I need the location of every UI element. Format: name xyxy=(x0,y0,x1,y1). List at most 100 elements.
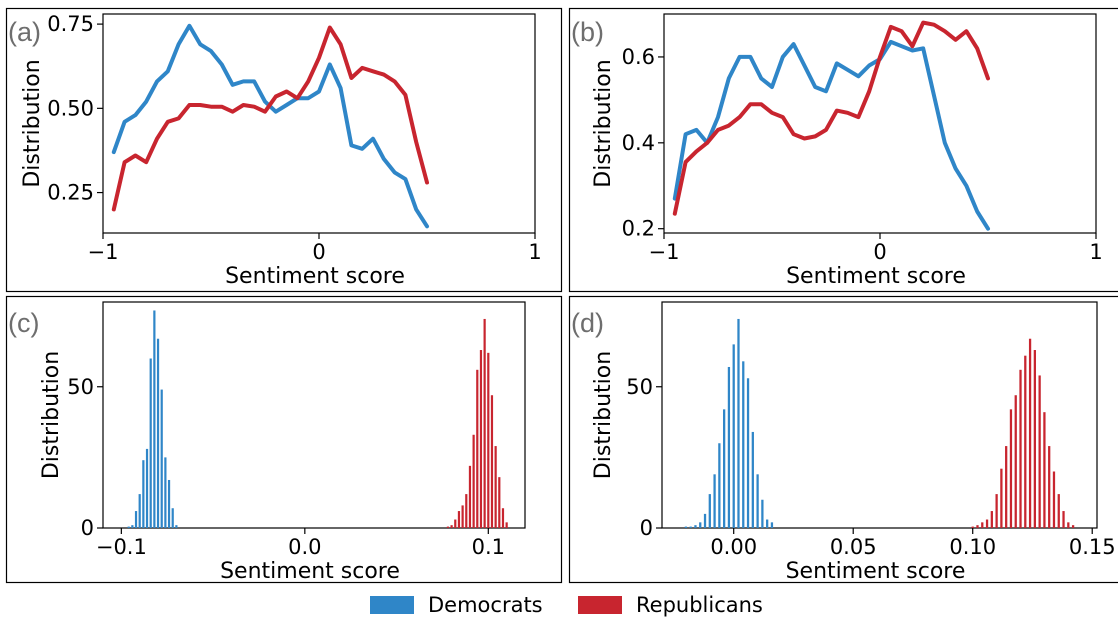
bar-democrats xyxy=(723,409,726,528)
bar-democrats xyxy=(138,494,141,528)
bar-republicans xyxy=(971,526,974,528)
legend-swatch-democrats xyxy=(370,596,414,614)
bar-republicans xyxy=(1052,471,1056,528)
bar-republicans xyxy=(487,352,490,528)
x-tick-label: 1 xyxy=(528,240,541,264)
bar-republicans xyxy=(1057,494,1060,528)
bar-republicans xyxy=(1014,395,1017,528)
bar-republicans xyxy=(476,369,479,528)
bar-republicans xyxy=(985,519,989,528)
y-tick-label: 50 xyxy=(67,375,94,399)
bar-democrats xyxy=(160,389,163,528)
bar-democrats xyxy=(742,361,745,528)
panel-tag: (b) xyxy=(571,17,604,47)
y-axis-label: Distribution xyxy=(20,59,45,187)
panel-border xyxy=(5,7,563,293)
bar-democrats xyxy=(746,378,750,528)
panel-tag: (c) xyxy=(8,308,39,338)
bar-republicans xyxy=(501,508,505,528)
bar-republicans xyxy=(995,494,998,528)
panel-d: 0.00 0.05 0.10 0.15 0 50 Sentiment score Distri… xyxy=(568,295,1118,584)
y-tick-label: 0.4 xyxy=(622,131,655,155)
y-axis-label: Distribution xyxy=(591,351,616,479)
bar-democrats xyxy=(156,338,160,528)
bar-republicans xyxy=(446,526,450,528)
bar-democrats xyxy=(131,525,134,528)
bar-republicans xyxy=(468,465,472,528)
bar-republicans xyxy=(505,522,508,528)
x-tick-label: 0.00 xyxy=(710,535,757,559)
bar-republicans xyxy=(498,477,501,528)
x-axis-label: Sentiment score xyxy=(786,559,966,584)
bar-democrats xyxy=(127,526,130,528)
bar-democrats xyxy=(718,443,721,528)
bar-democrats xyxy=(761,499,764,528)
bar-republicans xyxy=(1071,525,1075,528)
bar-republicans xyxy=(1005,446,1008,528)
bar-republicans xyxy=(450,525,453,528)
y-tick-label: 0 xyxy=(81,516,94,540)
x-axis-label: Sentiment score xyxy=(225,264,405,289)
bar-republicans xyxy=(1067,522,1070,528)
bar-republicans xyxy=(465,494,468,528)
x-tick-label: 1 xyxy=(1089,240,1102,264)
bar-democrats xyxy=(699,522,702,528)
bar-democrats xyxy=(770,522,774,528)
series-line-republicans xyxy=(111,25,429,212)
figure-canvas: −1 0 1 0.25 0.50 0.75 Sentiment score Distribut… xyxy=(5,7,1118,584)
x-tick-label: 0 xyxy=(312,240,325,264)
panel-a: −1 0 1 0.25 0.50 0.75 Sentiment score Distribut… xyxy=(5,7,563,293)
x-tick-label: −0.1 xyxy=(96,535,147,559)
bar-republicans xyxy=(990,511,993,528)
bar-democrats xyxy=(164,457,167,529)
bar-democrats xyxy=(145,448,149,528)
bar-democrats xyxy=(149,358,152,528)
legend-item-democrats: Democrats xyxy=(370,590,543,620)
panel-tag: (a) xyxy=(8,17,41,47)
x-axis-label: Sentiment score xyxy=(786,264,966,289)
bar-democrats xyxy=(703,513,707,529)
panel-border xyxy=(568,7,1118,293)
bar-republicans xyxy=(479,350,483,528)
x-tick-label: 0.1 xyxy=(472,535,505,559)
bar-republicans xyxy=(457,511,461,528)
bar-democrats xyxy=(694,525,697,528)
bar-republicans xyxy=(981,522,984,528)
x-tick-label: 0 xyxy=(873,240,886,264)
bar-democrats xyxy=(171,508,174,528)
y-tick-label: 50 xyxy=(626,375,653,399)
bar-democrats xyxy=(732,344,735,529)
bar-democrats xyxy=(713,474,716,528)
y-tick-label: 0 xyxy=(640,516,653,540)
bar-democrats xyxy=(689,526,692,528)
x-tick-label: 0.0 xyxy=(288,535,321,559)
bar-republicans xyxy=(1028,338,1032,528)
bar-republicans xyxy=(1038,375,1041,528)
bar-democrats xyxy=(134,511,138,528)
x-tick-label: 0.10 xyxy=(949,535,996,559)
bar-republicans xyxy=(483,318,486,528)
bar-republicans xyxy=(976,525,979,528)
panel-border xyxy=(5,295,563,584)
legend-label-republicans: Republicans xyxy=(636,593,763,617)
series-line-democrats xyxy=(111,23,429,229)
x-tick-label: −1 xyxy=(88,240,119,264)
bar-republicans xyxy=(1033,350,1036,528)
bar-republicans xyxy=(454,519,457,528)
bar-democrats xyxy=(684,526,688,528)
x-tick-label: 0.05 xyxy=(830,535,877,559)
y-tick-label: 0.75 xyxy=(47,12,94,36)
x-axis-label: Sentiment score xyxy=(220,559,400,584)
bar-democrats xyxy=(751,431,754,528)
bar-republicans xyxy=(1009,409,1013,528)
y-tick-label: 0.50 xyxy=(47,96,94,120)
bar-democrats xyxy=(727,366,731,528)
bar-democrats xyxy=(142,460,145,528)
plot-area xyxy=(661,301,1098,529)
series-line-republicans xyxy=(672,20,990,216)
y-axis-label: Distribution xyxy=(39,351,64,479)
bar-republicans xyxy=(494,446,497,528)
y-axis-label: Distribution xyxy=(591,59,616,187)
bar-republicans xyxy=(1000,468,1003,528)
bar-republicans xyxy=(472,434,475,528)
